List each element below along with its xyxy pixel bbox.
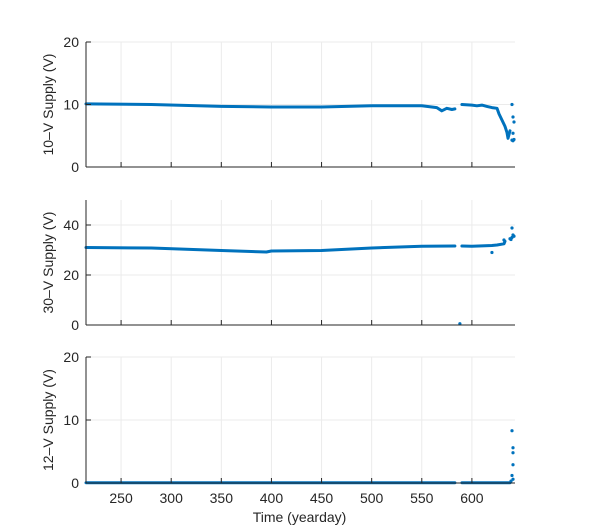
data-series — [84, 244, 457, 254]
y-tick-label: 20 — [63, 349, 79, 365]
y-tick-label: 10 — [63, 97, 79, 113]
data-point — [490, 250, 494, 255]
x-tick-label: 500 — [360, 490, 384, 506]
x-tick-label: 350 — [210, 490, 234, 506]
plot-area — [86, 200, 515, 325]
y-tick-label: 0 — [71, 475, 79, 491]
data-point — [511, 451, 515, 455]
data-point — [510, 226, 514, 230]
data-point — [511, 131, 515, 135]
x-tick-label: 600 — [460, 490, 484, 506]
x-axis-label: Time (yearday) — [253, 509, 347, 525]
y-axis-label: 30–V Supply (V) — [40, 212, 56, 314]
data-point — [510, 102, 514, 107]
y-tick-label: 0 — [71, 159, 79, 175]
data-point — [510, 473, 514, 478]
data-point — [511, 115, 515, 119]
panel-2: 0 20 40 30–V Supply (V) — [40, 200, 516, 333]
panel-1: 0 10 20 10–V Supply (V) — [40, 34, 516, 175]
data-point — [511, 477, 515, 481]
data-point — [511, 446, 515, 450]
x-tick-label: 400 — [260, 490, 284, 506]
panel-3: 0 10 20 250 300 350 400 450 500 550 600 12–V Supply… — [40, 349, 515, 525]
data-point — [512, 120, 516, 124]
data-series — [84, 102, 457, 113]
y-tick-label: 0 — [71, 317, 79, 333]
data-point — [509, 237, 513, 242]
x-tick-label: 250 — [109, 490, 133, 506]
x-tick-label: 550 — [410, 490, 434, 506]
y-tick-label: 10 — [63, 412, 79, 428]
y-tick-label: 20 — [63, 267, 79, 283]
data-series — [460, 239, 507, 248]
data-point — [509, 479, 513, 483]
data-point — [511, 463, 515, 467]
y-axis-label: 12–V Supply (V) — [40, 369, 56, 471]
x-tick-label: 300 — [160, 490, 184, 506]
data-point — [510, 429, 514, 433]
y-tick-label: 40 — [63, 217, 79, 233]
data-point — [502, 238, 506, 242]
x-tick-label: 450 — [310, 490, 334, 506]
data-series — [460, 103, 512, 140]
data-point — [512, 137, 516, 142]
y-tick-label: 20 — [63, 34, 79, 50]
data-point — [512, 234, 516, 238]
y-axis-label: 10–V Supply (V) — [40, 54, 56, 156]
